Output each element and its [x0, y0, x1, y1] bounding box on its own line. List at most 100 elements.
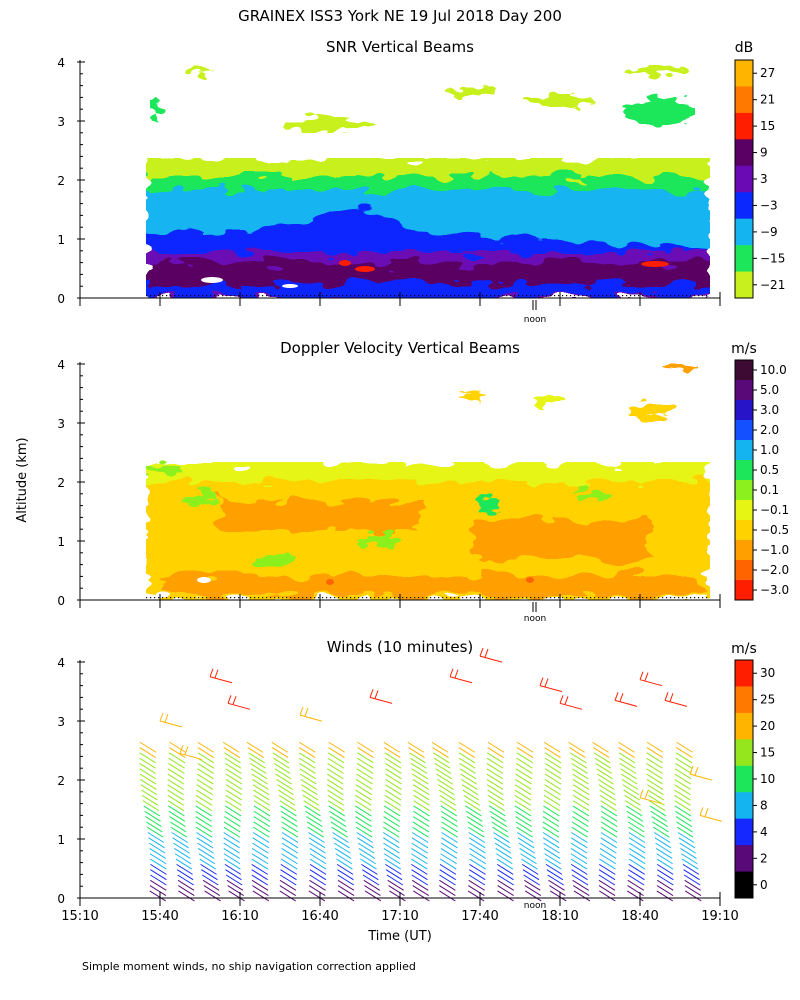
wind-barb — [518, 842, 536, 854]
sample-dot — [338, 295, 340, 297]
wind-barb — [169, 821, 187, 833]
wind-barb — [248, 752, 265, 764]
wind-barb — [495, 848, 512, 859]
colorbar-label: 3.0 — [760, 403, 779, 417]
wind-barb — [383, 810, 401, 822]
wind-barb — [309, 874, 327, 886]
wind-barb — [514, 810, 532, 822]
wind-barb — [521, 863, 539, 875]
wind-barb — [434, 763, 452, 774]
wind-barb — [572, 778, 590, 790]
wind-barb — [384, 789, 402, 801]
sample-dot — [530, 597, 532, 599]
wind-barb — [145, 816, 162, 828]
wind-barb — [490, 816, 508, 828]
sample-dot — [322, 597, 324, 599]
sample-dot — [190, 295, 192, 297]
wind-barb — [385, 773, 402, 785]
wind-barb — [514, 794, 532, 806]
wind-barb — [253, 826, 270, 838]
wind-barb — [384, 752, 402, 764]
wind-barb — [547, 874, 564, 886]
sample-dot — [554, 295, 556, 297]
wind-barb — [570, 853, 588, 865]
wind-barb — [383, 826, 400, 838]
wind-barb — [627, 874, 645, 886]
sample-dot — [542, 295, 544, 297]
y-tick-label: 1 — [57, 535, 65, 549]
doppler-title: Doppler Velocity Vertical Beams — [280, 339, 520, 357]
wind-barb — [278, 789, 295, 801]
wind-barb — [299, 763, 316, 774]
sample-dot — [706, 295, 708, 297]
sample-dot — [258, 597, 260, 599]
sample-dot — [406, 295, 408, 297]
wind-barb — [439, 863, 457, 875]
wind-barb — [147, 832, 165, 843]
wind-barb — [629, 848, 646, 859]
sample-dot — [386, 597, 388, 599]
y-tick-label: 3 — [57, 115, 65, 129]
y-tick-label: 4 — [57, 656, 65, 670]
sample-dot — [282, 295, 284, 297]
wind-barb — [664, 699, 688, 707]
wind-barb — [494, 842, 512, 854]
sample-dot — [554, 597, 556, 599]
wind-barb — [600, 832, 618, 843]
wind-barb — [383, 805, 401, 817]
wind-barb — [543, 842, 560, 854]
wind-barb — [461, 778, 478, 790]
wind-barb — [571, 821, 589, 833]
wind-barb — [304, 805, 321, 817]
wind-barb — [570, 848, 588, 859]
wind-barb — [383, 853, 401, 865]
wind-barb — [600, 826, 618, 838]
wind-barb — [440, 842, 458, 854]
wind-barb — [172, 837, 189, 849]
wind-barb — [441, 832, 458, 843]
sample-dot — [498, 597, 500, 599]
wind-barb — [197, 747, 215, 758]
wind-barb — [545, 858, 562, 870]
wind-barb — [336, 858, 353, 870]
wind-barb — [681, 858, 699, 870]
wind-barb — [150, 863, 167, 875]
wind-barb — [572, 879, 589, 891]
sample-dot — [490, 295, 492, 297]
colorbar-swatch — [735, 360, 753, 381]
wind-barb — [519, 848, 536, 859]
wind-barb — [411, 842, 428, 854]
sample-dot — [586, 295, 588, 297]
wind-barb — [656, 890, 674, 902]
wind-barb — [600, 821, 618, 833]
wind-barb — [167, 773, 185, 785]
wind-barb — [439, 890, 456, 902]
sample-dot — [218, 597, 220, 599]
wind-barb — [549, 890, 567, 902]
wind-barb — [559, 702, 583, 710]
sample-dot — [614, 597, 616, 599]
sample-dot — [678, 597, 680, 599]
sample-dot — [682, 295, 684, 297]
wind-barb — [413, 800, 430, 812]
wind-barb — [411, 879, 429, 891]
colorbar-label: 0.5 — [760, 463, 779, 477]
wind-barb — [253, 800, 271, 812]
wind-barb — [226, 879, 244, 891]
wind-barb — [600, 842, 617, 854]
wind-barb — [174, 848, 191, 859]
y-tick-label: 0 — [57, 892, 65, 906]
wind-barb — [150, 858, 167, 870]
wind-barb — [409, 757, 427, 769]
sample-dot — [370, 295, 372, 297]
sample-dot — [658, 295, 660, 297]
wind-barb — [682, 863, 700, 875]
wind-barb — [468, 879, 485, 891]
sample-dot — [662, 295, 664, 297]
sample-dot — [666, 597, 668, 599]
x-tick-label: 15:40 — [141, 909, 178, 924]
wind-barb — [357, 837, 374, 849]
wind-barb — [646, 763, 663, 774]
sample-dot — [642, 295, 644, 297]
wind-barb — [514, 784, 532, 796]
